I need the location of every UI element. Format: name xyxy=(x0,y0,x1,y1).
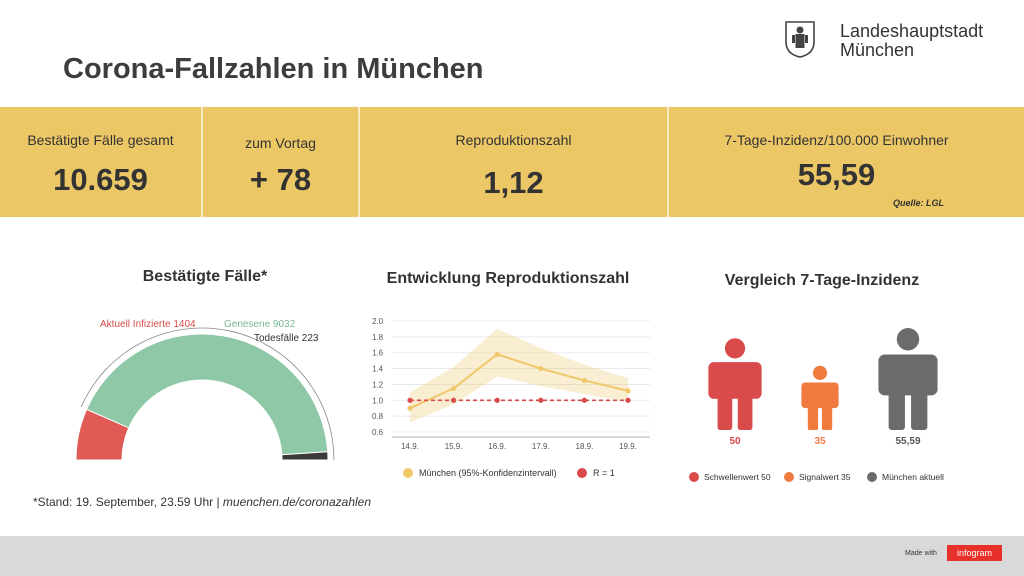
kpi-label: 7-Tage-Inzidenz/100.000 Einwohner xyxy=(724,132,949,148)
legend-label: München aktuell xyxy=(882,472,944,482)
legend-swatch xyxy=(689,472,699,482)
x-tick-label: 17.9. xyxy=(532,442,550,451)
y-tick-label: 0.6 xyxy=(372,428,384,437)
person-leg xyxy=(821,405,833,430)
r-one-point xyxy=(494,397,500,403)
legend-label-muenchen: München (95%-Konfidenzintervall) xyxy=(419,468,557,478)
legend-label-r-one: R = 1 xyxy=(593,468,615,478)
person-torso xyxy=(801,382,839,409)
footnote-text: *Stand: 19. September, 23.59 Uhr | xyxy=(33,495,223,509)
legend-swatch xyxy=(867,472,877,482)
legend-swatch-r-one xyxy=(577,468,587,478)
person-head xyxy=(724,338,746,359)
kpi-band: Bestätigte Fälle gesamt 10.659 zum Vorta… xyxy=(0,107,1024,217)
y-tick-label: 1.4 xyxy=(372,365,384,374)
cases-donut-chart: Aktuell Infizierte 1404 Genesene 9032 Tode… xyxy=(75,319,335,461)
r-one-point xyxy=(451,397,457,403)
x-tick-label: 16.9. xyxy=(488,442,506,451)
kpi-reproduction-number: Reproduktionszahl 1,12 xyxy=(360,107,667,217)
kpi-divider xyxy=(201,107,203,217)
incidence-figure xyxy=(708,338,762,430)
kpi-total-cases: Bestätigte Fälle gesamt 10.659 xyxy=(0,107,201,217)
r-chart-title: Entwicklung Reproduktionszahl xyxy=(386,270,630,287)
person-leg xyxy=(737,395,753,430)
city-name-line2: München xyxy=(840,40,915,60)
incidence-value-label: 50 xyxy=(729,436,741,447)
donut-slice xyxy=(85,333,329,456)
kpi-label: Reproduktionszahl xyxy=(455,132,572,148)
person-head xyxy=(812,365,828,380)
kpi-divider xyxy=(358,107,360,217)
kpi-value: 55,59 xyxy=(797,157,876,192)
kpi-value: 1,12 xyxy=(483,165,544,200)
donut-label: Genesene 9032 xyxy=(224,319,296,330)
kpi-label: zum Vortag xyxy=(245,135,316,151)
kpi-value: 10.659 xyxy=(53,162,148,197)
r-one-point xyxy=(538,397,544,403)
person-leg xyxy=(911,391,928,430)
r-one-point xyxy=(407,397,413,403)
made-with-label: Made with xyxy=(905,550,937,557)
footnote-link[interactable]: muenchen.de/coronazahlen xyxy=(222,495,372,509)
kpi-value: + 78 xyxy=(249,162,312,197)
incidence-value-label: 35 xyxy=(814,436,826,447)
muenchen-point xyxy=(581,377,587,384)
city-logo xyxy=(785,21,815,58)
r-one-point xyxy=(625,397,631,403)
kpi-incidence: 7-Tage-Inzidenz/100.000 Einwohner 55,59 … xyxy=(669,107,1024,217)
muenchen-point xyxy=(494,351,500,357)
page-title: Corona-Fallzahlen in München xyxy=(63,53,484,85)
kpi-previous-day: zum Vortag + 78 xyxy=(203,107,358,217)
y-tick-label: 2.0 xyxy=(372,317,384,326)
person-torso xyxy=(708,362,762,399)
legend-label: Signalwert 35 xyxy=(799,472,851,482)
y-tick-label: 1.0 xyxy=(372,396,384,405)
x-tick-label: 14.9. xyxy=(401,442,419,451)
footnote: *Stand: 19. September, 23.59 Uhr | muenc… xyxy=(33,495,371,509)
r-one-point xyxy=(581,397,587,403)
muenchen-line xyxy=(409,353,629,410)
legend-swatch-muenchen xyxy=(403,468,413,478)
incidence-value-label: 55,59 xyxy=(895,436,920,447)
legend-label: Schwellenwert 50 xyxy=(704,472,771,482)
donut-label: Todesfälle 223 xyxy=(254,333,319,344)
legend-swatch xyxy=(784,472,794,482)
donut-leader-arc xyxy=(80,327,335,461)
cases-chart-title: Bestätigte Fälle* xyxy=(142,268,268,285)
x-tick-label: 19.9. xyxy=(619,442,637,451)
muenchen-point xyxy=(407,405,413,411)
person-leg xyxy=(888,391,905,430)
x-tick-label: 15.9. xyxy=(445,442,463,451)
city-name: Landeshauptstadt München xyxy=(840,22,983,60)
kpi-source: Quelle: LGL xyxy=(892,198,944,208)
footer-bar: Made with infogram xyxy=(0,536,1024,576)
incidence-chart-title: Vergleich 7-Tage-Inzidenz xyxy=(724,272,920,289)
r-line-chart: 2.0 1.8 1.6 1.4 1.2 1.0 0.8 0.6 14.9. 15.9. 16.9. 1… xyxy=(372,317,650,478)
y-tick-label: 1.6 xyxy=(372,349,384,358)
y-tick-label: 1.8 xyxy=(372,333,384,342)
x-tick-label: 18.9. xyxy=(576,442,594,451)
person-leg xyxy=(807,405,819,430)
y-tick-label: 1.2 xyxy=(372,380,384,389)
incidence-figure xyxy=(878,328,938,430)
confidence-band xyxy=(410,328,628,423)
incidence-figure xyxy=(801,365,839,430)
y-tick-label: 0.8 xyxy=(372,412,384,421)
muenchen-point xyxy=(451,385,457,391)
kpi-label: Bestätigte Fälle gesamt xyxy=(27,132,174,148)
person-leg xyxy=(717,395,733,430)
city-name-line1: Landeshauptstadt xyxy=(840,21,984,41)
muenchen-point xyxy=(625,388,631,394)
infogram-badge[interactable]: infogram xyxy=(947,545,1002,561)
muenchen-point xyxy=(538,365,544,372)
incidence-pictogram-chart: 50 35 55,59 Schwellenwert 50 Signalwert 35 Mü… xyxy=(689,328,944,482)
person-torso xyxy=(878,354,938,396)
kpi-divider xyxy=(667,107,669,217)
donut-label: Aktuell Infizierte 1404 xyxy=(100,319,196,330)
donut-slice xyxy=(281,451,329,461)
person-head xyxy=(896,328,920,351)
